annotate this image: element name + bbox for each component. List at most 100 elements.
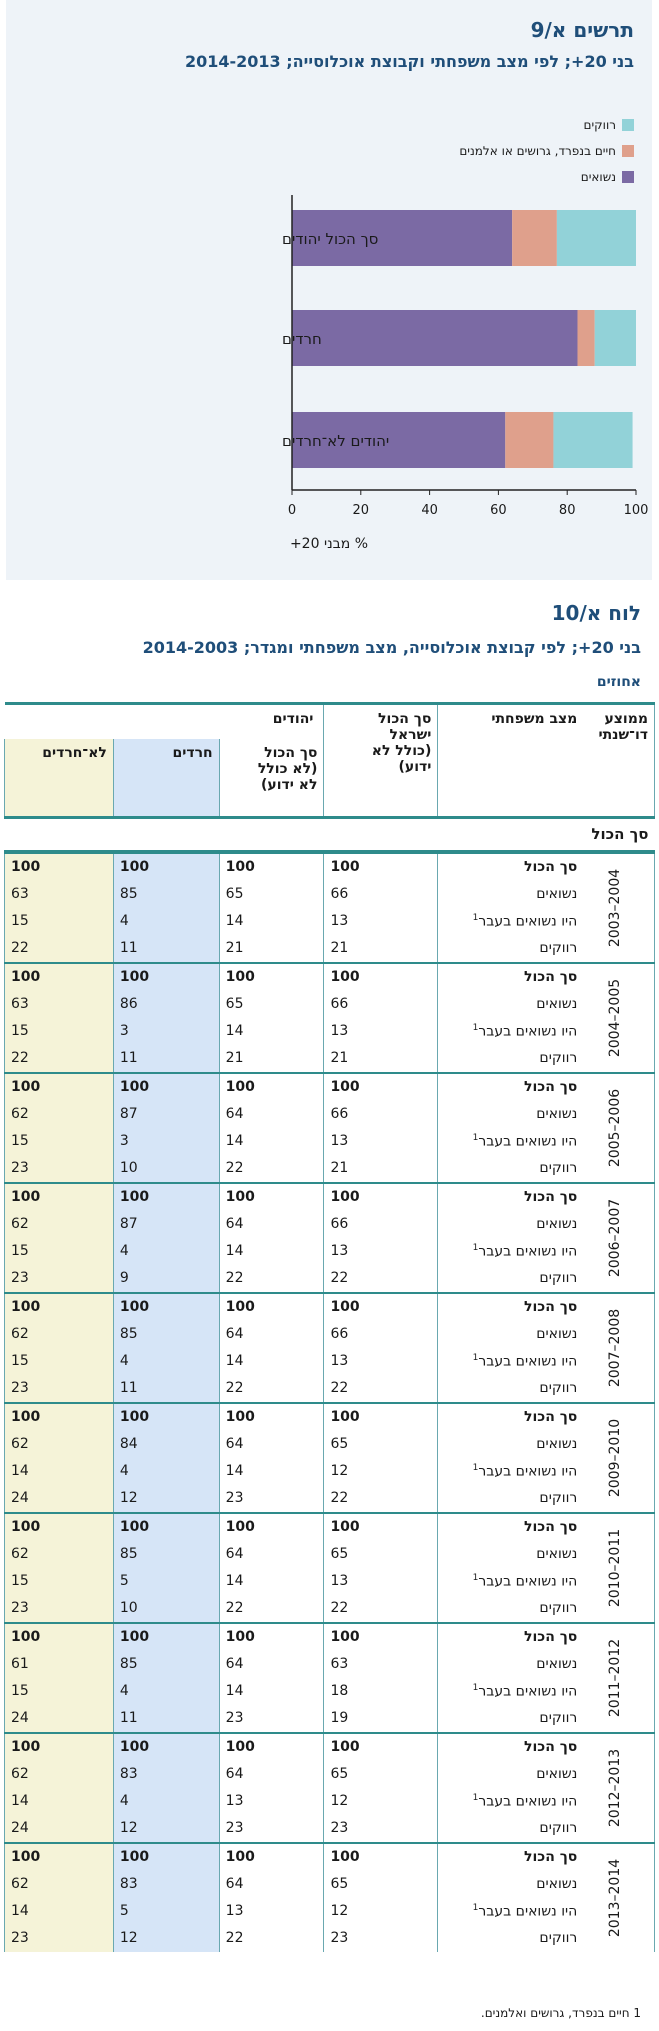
footnote-mark: 1: [472, 1132, 479, 1143]
table-row: רווקים 22 22 11 23: [4, 1374, 655, 1403]
year-label: 2011–2010: [606, 1528, 623, 1607]
cell-total: 22: [323, 1484, 438, 1513]
cell-jews-total: 64: [218, 1100, 324, 1128]
cell-jews-total: 14: [218, 1677, 324, 1705]
cell-haredi: 10: [112, 1154, 220, 1183]
table-row: היו נשואים בעבר1 12 13 4 14: [4, 1787, 655, 1815]
header-total-label: סך הכול ישראל (כולל לא ידוע): [371, 711, 432, 775]
status-label: נשואים: [437, 1870, 584, 1898]
status-label: סך הכול: [437, 961, 584, 991]
legend-item-married: נשואים: [334, 164, 634, 190]
year-label: 2012–2011: [606, 1638, 623, 1717]
cell-haredi: 85: [112, 1650, 220, 1678]
year-cell: 2014–2013: [583, 1841, 656, 1952]
cell-total: 66: [323, 1100, 438, 1128]
cell-jews-total: 100: [218, 1071, 324, 1101]
year-cell: 2004–2003: [583, 851, 656, 963]
cell-total: 13: [323, 1567, 438, 1595]
footnote-mark: 1: [472, 912, 479, 923]
table-row: 2013–2012 סך הכול 100 100 100 100: [4, 1731, 656, 1843]
cell-jews-total: 100: [218, 1181, 324, 1211]
cell-jews-total: 100: [218, 961, 324, 991]
status-label: היו נשואים בעבר1: [437, 1127, 584, 1155]
status-label: נשואים: [437, 1100, 584, 1128]
table-row: נשואים 65 64 83 62: [4, 1870, 655, 1898]
table-row: נשואים 66 65 86 63: [4, 990, 655, 1018]
cell-jews-total: 100: [218, 851, 324, 881]
chart-plot: סך הכול יהודים חרדים יהודים לא־חרדים 0 20 40 6…: [282, 195, 648, 518]
cell-non-haredi: 15: [4, 1347, 114, 1375]
cell-total: 65: [323, 1760, 438, 1788]
chart-panel: תרשים א/9 בני 20+; לפי מצב משפחתי וקבוצת…: [6, 0, 652, 580]
cell-jews-total: 23: [218, 1814, 324, 1843]
cell-non-haredi: 23: [4, 1374, 114, 1403]
cell-haredi: 3: [112, 1127, 220, 1155]
cell-non-haredi: 15: [4, 1567, 114, 1595]
cell-total: 100: [323, 1291, 438, 1321]
table-row: נשואים 66 64 87 62: [4, 1210, 655, 1238]
cell-non-haredi: 15: [4, 1237, 114, 1265]
table-row: 2007–2006 סך הכול 100 100 100 100: [4, 1181, 656, 1293]
status-label: נשואים: [437, 990, 584, 1018]
cell-haredi: 100: [112, 1071, 220, 1101]
cell-non-haredi: 62: [4, 1540, 114, 1568]
cell-haredi: 12: [112, 1814, 220, 1843]
cell-haredi: 85: [112, 1320, 220, 1348]
cell-haredi: 12: [112, 1484, 220, 1513]
category-label-0: סך הכול יהודים: [282, 230, 378, 248]
cell-jews-total: 100: [218, 1401, 324, 1431]
cell-jews-total: 100: [218, 1621, 324, 1651]
table-subtitle: בני 20+; לפי קבוצת אוכלוסייה, מצב משפחתי…: [142, 638, 641, 657]
header-jews-total-label: סך הכול (לא כולל לא ידוע): [257, 745, 318, 793]
x-tick-label-3: 60: [490, 503, 507, 518]
cell-haredi: 5: [112, 1897, 220, 1925]
header-jews-total: סך הכול (לא כולל לא ידוע): [218, 739, 324, 817]
table-row: רווקים 21 21 11 22: [4, 934, 655, 963]
cell-jews-total: 14: [218, 1347, 324, 1375]
cell-non-haredi: 22: [4, 934, 114, 963]
category-label-1: חרדים: [282, 330, 322, 348]
cell-total: 100: [323, 1841, 438, 1871]
status-label: סך הכול: [437, 1621, 584, 1651]
data-table: ממוצע דו־שנתי מצב משפחתי סך הכול ישראל (…: [4, 702, 656, 1952]
status-label: רווקים: [437, 1374, 584, 1403]
cell-haredi: 86: [112, 990, 220, 1018]
table-row: רווקים 23 22 12 23: [4, 1924, 655, 1952]
cell-non-haredi: 100: [4, 1511, 114, 1541]
table-row: נשואים 63 64 85 61: [4, 1650, 655, 1678]
cell-non-haredi: 15: [4, 1017, 114, 1045]
cell-haredi: 85: [112, 1540, 220, 1568]
cell-non-haredi: 23: [4, 1594, 114, 1623]
cell-non-haredi: 62: [4, 1210, 114, 1238]
cell-non-haredi: 100: [4, 1621, 114, 1651]
table-row: היו נשואים בעבר1 13 14 4 15: [4, 907, 655, 935]
table-row: 2008–2007 סך הכול 100 100 100 100: [4, 1291, 656, 1403]
year-cell: 2006–2005: [583, 1071, 656, 1183]
header-total: סך הכול ישראל (כולל לא ידוע): [323, 703, 438, 817]
status-label: היו נשואים בעבר1: [437, 907, 584, 935]
table-row: נשואים 66 65 85 63: [4, 880, 655, 908]
cell-haredi: 4: [112, 1347, 220, 1375]
status-label: נשואים: [437, 1540, 584, 1568]
footnote-mark: 1: [472, 1352, 479, 1363]
cell-jews-total: 22: [218, 1924, 324, 1952]
cell-haredi: 4: [112, 1457, 220, 1485]
cell-haredi: 11: [112, 1044, 220, 1073]
cell-total: 12: [323, 1787, 438, 1815]
cell-haredi: 5: [112, 1567, 220, 1595]
table-row: רווקים 22 22 10 23: [4, 1594, 655, 1623]
cell-haredi: 100: [112, 1511, 220, 1541]
cell-jews-total: 22: [218, 1154, 324, 1183]
table-row: רווקים 21 22 10 23: [4, 1154, 655, 1183]
x-tick-label-1: 20: [353, 503, 370, 518]
bar-segment-2-1: [505, 412, 554, 468]
status-label: היו נשואים בעבר1: [437, 1897, 584, 1925]
cell-non-haredi: 24: [4, 1704, 114, 1733]
cell-non-haredi: 63: [4, 990, 114, 1018]
cell-haredi: 87: [112, 1100, 220, 1128]
table-row: רווקים 19 23 11 24: [4, 1704, 655, 1733]
cell-haredi: 4: [112, 1237, 220, 1265]
x-tick-label-4: 80: [559, 503, 576, 518]
cell-non-haredi: 100: [4, 1731, 114, 1761]
table-row: היו נשואים בעבר1 13 14 5 15: [4, 1567, 655, 1595]
